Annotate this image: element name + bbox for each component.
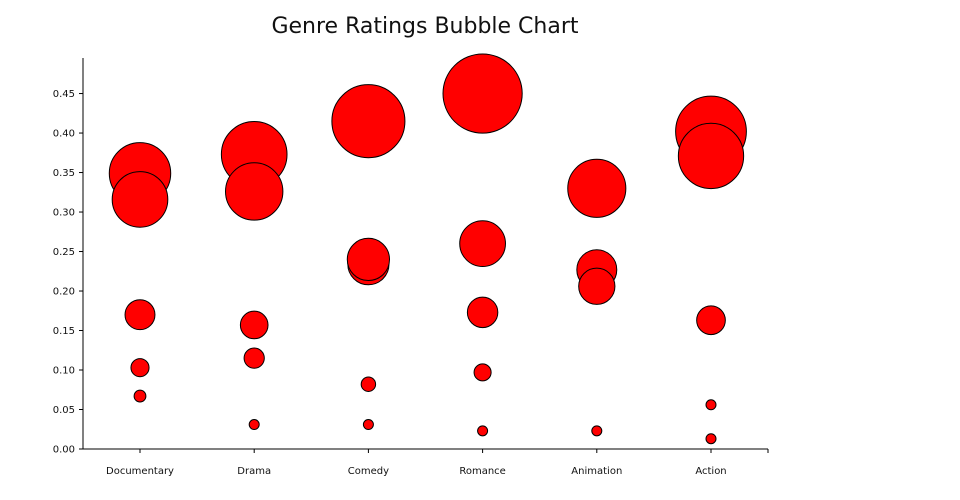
bubble bbox=[567, 158, 627, 218]
bubble bbox=[442, 53, 523, 134]
bubble bbox=[578, 267, 616, 305]
y-tick-label: 0.00 bbox=[53, 445, 75, 456]
bubble bbox=[591, 425, 603, 437]
chart-title: Genre Ratings Bubble Chart bbox=[271, 14, 579, 39]
bubble bbox=[477, 425, 489, 437]
bubble bbox=[362, 419, 374, 431]
y-tick-label: 0.45 bbox=[53, 89, 75, 100]
y-tick-label: 0.15 bbox=[53, 326, 75, 337]
bubble bbox=[473, 363, 492, 382]
y-tick-label: 0.20 bbox=[53, 287, 75, 298]
bubble bbox=[705, 433, 717, 445]
bubble bbox=[331, 84, 406, 159]
bubble bbox=[111, 171, 169, 228]
x-tick-label: Drama bbox=[237, 466, 271, 477]
y-tick-label: 0.35 bbox=[53, 168, 75, 179]
x-tick-label: Romance bbox=[459, 466, 505, 477]
bubble bbox=[133, 389, 147, 403]
bubble bbox=[130, 358, 150, 378]
bubble bbox=[225, 162, 284, 221]
y-tick-label: 0.10 bbox=[53, 366, 75, 377]
bubble bbox=[239, 310, 269, 340]
bubble bbox=[705, 399, 717, 411]
y-tick-label: 0.05 bbox=[53, 405, 75, 416]
bubble bbox=[248, 419, 260, 431]
x-tick-label: Action bbox=[695, 466, 726, 477]
bubble bbox=[360, 376, 377, 392]
x-tick-label: Comedy bbox=[348, 466, 389, 477]
bubble bbox=[243, 347, 265, 369]
x-tick-label: Documentary bbox=[106, 466, 174, 477]
y-tick-label: 0.30 bbox=[53, 208, 75, 219]
bubble bbox=[459, 220, 506, 268]
bubble bbox=[346, 237, 391, 282]
y-tick-label: 0.25 bbox=[53, 247, 75, 258]
bubble bbox=[124, 299, 156, 331]
bubble bbox=[696, 305, 726, 336]
bubble bbox=[677, 122, 745, 190]
x-tick-label: Animation bbox=[571, 466, 622, 477]
bubble bbox=[466, 296, 499, 329]
y-tick-label: 0.40 bbox=[53, 129, 75, 140]
